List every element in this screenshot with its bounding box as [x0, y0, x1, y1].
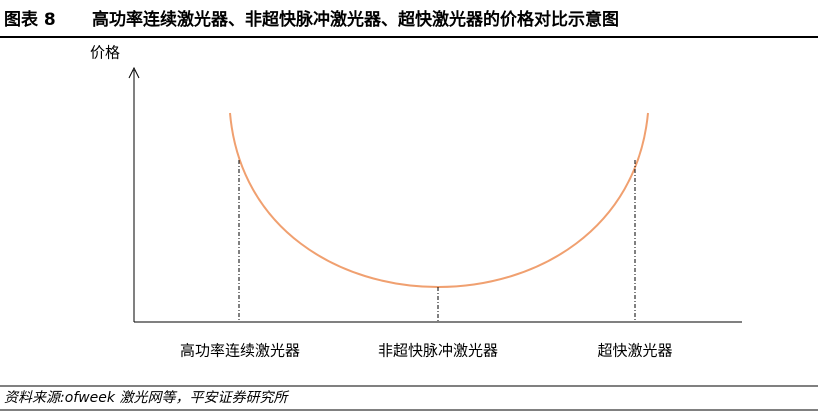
source: 资料来源:ofweek 激光网等，平安证券研究所 — [4, 390, 289, 406]
category-label: 非超快脉冲激光器 — [378, 342, 498, 360]
figure-label: 图表 8 — [4, 9, 56, 30]
category-label: 超快激光器 — [597, 342, 672, 360]
title: 高功率连续激光器、非超快脉冲激光器、超快激光器的价格对比示意图 — [92, 9, 619, 30]
price-curve — [229, 112, 649, 288]
category-label: 高功率连续激光器 — [180, 342, 300, 360]
y-axis-arrow — [128, 66, 140, 79]
y-axis-label: 价格 — [90, 44, 120, 62]
